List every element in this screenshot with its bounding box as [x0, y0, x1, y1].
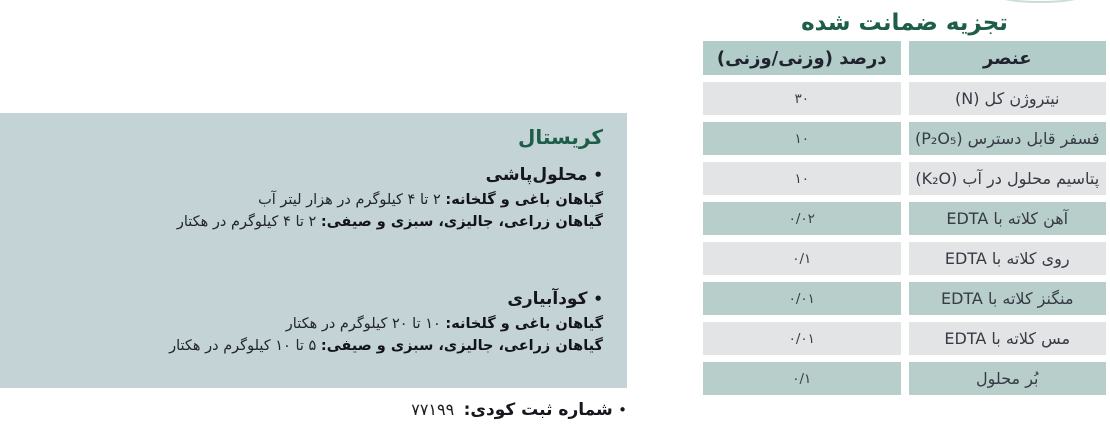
dosage-line: گیاهان زراعی، جالیزی، سبزی و صیفی: ۲ تا …	[16, 211, 603, 233]
section-fertigation: • کودآبیاری گیاهان باغی و گلخانه: ۱۰ تا …	[16, 289, 603, 357]
registration-number: ۷۷۱۹۹	[411, 400, 455, 419]
table-row: منگنز کلاته با EDTA ۰/۰۱	[703, 282, 1106, 315]
element-cell: فسفر قابل دسترس (P₂O₅)	[908, 122, 1106, 155]
element-cell: روی کلاته با EDTA	[908, 242, 1106, 275]
value-cell: ۱۰	[703, 162, 901, 195]
value-cell: ۰/۱	[703, 362, 901, 395]
element-cell: آهن کلاته با EDTA	[908, 202, 1106, 235]
table-header-row: عنصر درصد (وزنی/وزنی)	[703, 41, 1106, 75]
crop-group-label: گیاهان زراعی، جالیزی، سبزی و صیفی:	[320, 338, 603, 354]
element-cell: بُر محلول	[908, 362, 1106, 395]
dosage-text: ۲ تا ۴ کیلوگرم در هکتار	[176, 214, 317, 230]
dosage-line: گیاهان باغی و گلخانه: ۱۰ تا ۲۰ کیلوگرم د…	[16, 313, 603, 335]
guaranteed-analysis-panel: تجزیه ضمانت شده عنصر درصد (وزنی/وزنی) نی…	[703, 0, 1106, 395]
usage-instructions-box: کریستال • محلول‌پاشی گیاهان باغی و گلخان…	[0, 113, 627, 388]
bullet-icon: •	[593, 290, 603, 308]
registration-label: شماره ثبت کودی:	[463, 400, 613, 420]
table-row: نیتروژن کل (N) ۳۰	[703, 82, 1106, 115]
section-heading-text: محلول‌پاشی	[485, 165, 588, 185]
dosage-text: ۲ تا ۴ کیلوگرم در هزار لیتر آب	[258, 192, 441, 208]
element-cell: پتاسیم محلول در آب (K₂O)	[908, 162, 1106, 195]
crop-group-label: گیاهان باغی و گلخانه:	[445, 316, 603, 332]
table-row: بُر محلول ۰/۱	[703, 362, 1106, 395]
section-foliar-spray: • محلول‌پاشی گیاهان باغی و گلخانه: ۲ تا …	[16, 165, 603, 233]
crop-group-label: گیاهان زراعی، جالیزی، سبزی و صیفی:	[320, 214, 603, 230]
crop-group-label: گیاهان باغی و گلخانه:	[445, 192, 603, 208]
product-name: کریستال	[518, 125, 603, 149]
section-heading: • کودآبیاری	[16, 289, 603, 313]
element-cell: منگنز کلاته با EDTA	[908, 282, 1106, 315]
section-heading: • محلول‌پاشی	[16, 165, 603, 189]
table-row: روی کلاته با EDTA ۰/۱	[703, 242, 1106, 275]
dosage-line: گیاهان زراعی، جالیزی، سبزی و صیفی: ۵ تا …	[16, 335, 603, 357]
bullet-icon: •	[593, 166, 603, 184]
value-cell: ۳۰	[703, 82, 901, 115]
dosage-line: گیاهان باغی و گلخانه: ۲ تا ۴ کیلوگرم در …	[16, 189, 603, 211]
bullet-icon: •	[618, 401, 627, 419]
analysis-title: تجزیه ضمانت شده	[801, 10, 1008, 36]
table-row: پتاسیم محلول در آب (K₂O) ۱۰	[703, 162, 1106, 195]
table-row: مس کلاته با EDTA ۰/۰۱	[703, 322, 1106, 355]
value-cell: ۱۰	[703, 122, 901, 155]
value-cell: ۰/۱	[703, 242, 901, 275]
header-element: عنصر	[908, 41, 1106, 75]
header-percent: درصد (وزنی/وزنی)	[703, 41, 901, 75]
value-cell: ۰/۰۱	[703, 282, 901, 315]
registration-line: • شماره ثبت کودی: ۷۷۱۹۹	[0, 400, 627, 420]
table-row: فسفر قابل دسترس (P₂O₅) ۱۰	[703, 122, 1106, 155]
dosage-text: ۱۰ تا ۲۰ کیلوگرم در هکتار	[285, 316, 441, 332]
element-cell: مس کلاته با EDTA	[908, 322, 1106, 355]
table-row: آهن کلاته با EDTA ۰/۰۲	[703, 202, 1106, 235]
element-cell: نیتروژن کل (N)	[908, 82, 1106, 115]
value-cell: ۰/۰۱	[703, 322, 901, 355]
value-cell: ۰/۰۲	[703, 202, 901, 235]
section-heading-text: کودآبیاری	[507, 289, 588, 309]
dosage-text: ۵ تا ۱۰ کیلوگرم در هکتار	[169, 338, 317, 354]
